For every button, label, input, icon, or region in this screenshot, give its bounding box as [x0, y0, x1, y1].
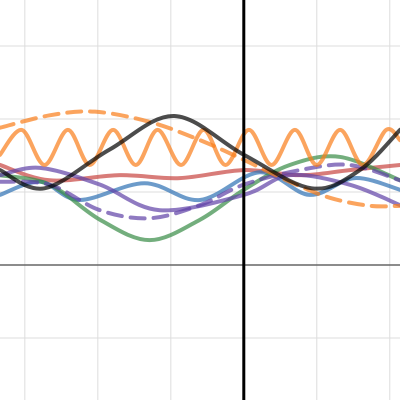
curve — [0, 114, 400, 191]
curve — [0, 162, 400, 221]
curve — [0, 127, 400, 167]
curve — [0, 154, 400, 243]
curve — [0, 109, 400, 209]
curve — [0, 162, 400, 183]
